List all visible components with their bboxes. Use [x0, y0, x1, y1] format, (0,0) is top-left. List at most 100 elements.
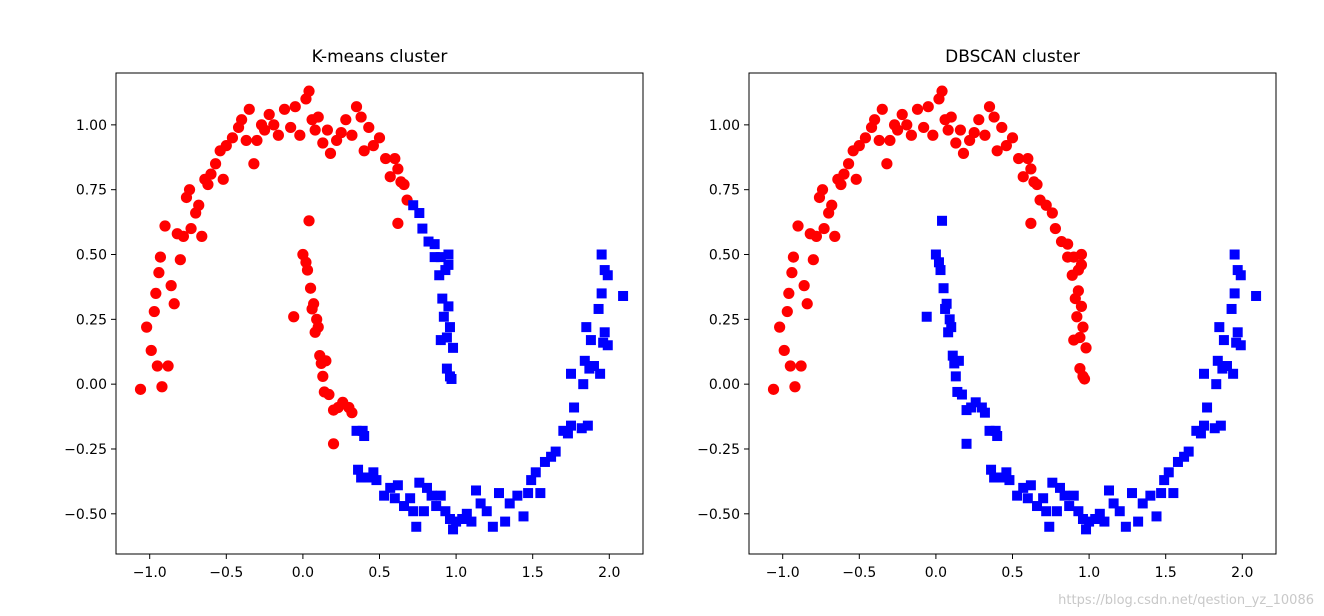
data-point [956, 389, 967, 400]
data-point [550, 446, 561, 457]
data-point [1209, 423, 1220, 434]
data-point [1133, 516, 1144, 527]
data-point [1006, 132, 1019, 144]
x-tick-label: 1.5 [1155, 565, 1177, 581]
data-point [174, 254, 186, 266]
data-point [153, 267, 165, 279]
data-point [1214, 322, 1225, 333]
data-point [512, 490, 523, 501]
data-point [448, 342, 459, 353]
data-point [807, 254, 819, 266]
data-point [1075, 300, 1088, 312]
data-point [778, 344, 790, 357]
data-point [1064, 501, 1075, 512]
data-point [441, 332, 452, 343]
data-point [1025, 480, 1036, 491]
data-point [1059, 490, 1070, 501]
data-point [942, 124, 954, 136]
data-point [973, 114, 985, 126]
data-point [185, 222, 197, 235]
series-cluster-0 [134, 85, 413, 450]
y-tick-label: −0.25 [697, 442, 740, 458]
data-point [321, 124, 334, 136]
data-point [466, 516, 477, 527]
data-point [966, 402, 977, 413]
data-point [248, 158, 260, 170]
data-point [301, 264, 314, 276]
data-point [384, 171, 396, 183]
data-point [801, 298, 813, 310]
y-tick-label: −0.50 [697, 507, 740, 523]
data-point [346, 129, 358, 141]
data-point [165, 280, 177, 292]
x-tick-label: −1.0 [766, 565, 800, 581]
x-tick-label: 1.0 [445, 565, 467, 581]
data-point [1075, 248, 1088, 261]
data-point [816, 184, 829, 196]
data-point [437, 293, 448, 304]
data-point [1137, 498, 1148, 509]
data-point [168, 298, 180, 310]
data-point [1000, 140, 1012, 152]
data-point [504, 498, 515, 509]
data-point [389, 152, 401, 165]
data-point [1068, 334, 1080, 346]
data-point [588, 361, 599, 372]
data-point [565, 420, 576, 431]
data-point [986, 464, 997, 475]
data-point [1004, 475, 1015, 486]
data-point [859, 132, 872, 144]
x-tick-label: 2.0 [1231, 565, 1253, 581]
data-point [596, 249, 607, 260]
data-point [1215, 420, 1226, 431]
data-point [414, 208, 425, 219]
data-point [1077, 513, 1088, 524]
data-point [786, 267, 798, 279]
data-point [272, 129, 284, 141]
data-point [392, 480, 403, 491]
data-point [1172, 456, 1183, 467]
data-point [602, 340, 613, 351]
data-point [440, 506, 451, 517]
data-point [995, 472, 1006, 483]
data-point [595, 368, 606, 379]
data-point [417, 223, 428, 234]
data-point [1202, 402, 1213, 413]
data-point [1017, 171, 1029, 183]
data-point [154, 251, 167, 263]
data-point [263, 108, 275, 121]
data-point [546, 451, 557, 462]
data-point [435, 335, 446, 346]
data-point [1041, 506, 1052, 517]
data-point [220, 140, 232, 152]
y-tick-label: 0.50 [709, 248, 740, 264]
data-point [581, 322, 592, 333]
data-point [1075, 259, 1088, 271]
data-point [1179, 451, 1190, 462]
x-tick-label: 1.5 [522, 565, 544, 581]
data-point [294, 129, 306, 141]
data-point [156, 381, 168, 393]
data-point [209, 158, 222, 170]
data-point [461, 508, 472, 519]
data-point [990, 425, 1001, 436]
data-point [358, 145, 370, 157]
data-point [599, 327, 610, 338]
data-point [983, 101, 996, 113]
data-point [842, 158, 855, 170]
data-point [371, 475, 382, 486]
data-point [162, 360, 174, 372]
data-point [792, 220, 804, 232]
data-point [826, 199, 838, 211]
data-point [1228, 368, 1239, 379]
data-point [1001, 467, 1012, 478]
data-point [569, 402, 580, 413]
data-point [389, 493, 400, 504]
data-point [1229, 249, 1240, 260]
data-point [1159, 475, 1170, 486]
data-point [421, 482, 432, 493]
y-tick-label: −0.50 [64, 507, 107, 523]
data-point [351, 425, 362, 436]
data-point [989, 472, 1000, 483]
data-point [324, 147, 337, 159]
